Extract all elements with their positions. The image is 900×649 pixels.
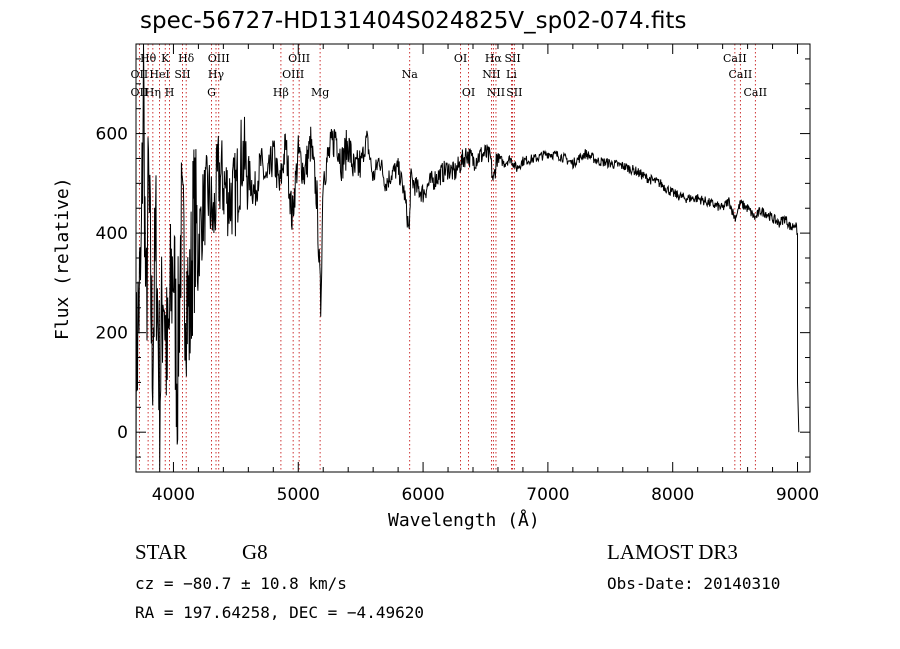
- line-marker-layer: [138, 44, 756, 472]
- line-label: OI: [454, 52, 467, 65]
- line-label: Mg: [311, 86, 329, 99]
- spectrum-layer: [135, 43, 800, 473]
- x-tick-label: 8000: [651, 485, 694, 505]
- x-tick-label: 4000: [152, 485, 195, 505]
- line-label: H: [165, 86, 175, 99]
- x-tick-label: 7000: [526, 485, 569, 505]
- line-label: OIII: [282, 68, 304, 81]
- y-tick-label: 200: [96, 324, 128, 344]
- plot-frame: [135, 43, 811, 473]
- line-label: NII: [487, 86, 505, 99]
- redshift-velocity: cz = −80.7 ± 10.8 km/s: [135, 574, 347, 593]
- line-label: OII: [131, 68, 149, 81]
- y-axis-label: Flux (relative): [52, 177, 73, 340]
- line-label: CaII: [743, 86, 767, 99]
- line-label: Hδ: [178, 52, 195, 65]
- line-label: OI: [462, 86, 475, 99]
- line-label: Hα: [485, 52, 503, 65]
- line-label: K: [161, 52, 170, 65]
- axis-tick-layer: 4000 5000 6000 7000 8000 9000 0 200 400 600: [96, 44, 819, 505]
- y-tick-label: 0: [117, 423, 128, 443]
- y-tick-label: 600: [96, 125, 128, 145]
- object-class: STAR: [135, 540, 187, 564]
- line-label: Hθ: [140, 52, 157, 65]
- observation-date: Obs-Date: 20140310: [607, 574, 781, 593]
- x-tick-label: 6000: [401, 485, 444, 505]
- spectrum-line: [135, 43, 800, 473]
- line-label: Hβ: [273, 86, 289, 99]
- x-axis-label: Wavelength (Å): [388, 510, 540, 531]
- line-label: Na: [402, 68, 419, 81]
- x-tick-label: 9000: [776, 485, 819, 505]
- object-subclass: G8: [242, 540, 268, 564]
- x-tick-label: 5000: [277, 485, 320, 505]
- line-label: SII: [504, 52, 520, 65]
- line-label: OIII: [208, 52, 230, 65]
- line-label: Li: [506, 68, 517, 81]
- sky-coordinates: RA = 197.64258, DEC = −4.49620: [135, 603, 424, 622]
- chart-title: spec-56727-HD131404S024825V_sp02-074.fit…: [140, 8, 687, 34]
- line-label: Hγ: [208, 68, 225, 81]
- line-label: SII: [506, 86, 522, 99]
- line-label: CaII: [729, 68, 753, 81]
- line-label: CaII: [723, 52, 747, 65]
- line-label: HeI: [149, 68, 169, 81]
- y-tick-label: 400: [96, 224, 128, 244]
- line-label: SII: [174, 68, 190, 81]
- survey-name: LAMOST DR3: [607, 540, 738, 564]
- line-label: NII: [482, 68, 500, 81]
- line-label: G: [207, 86, 216, 99]
- line-label: Hη: [145, 86, 161, 99]
- line-label: OIII: [288, 52, 310, 65]
- line-label: OII: [131, 86, 149, 99]
